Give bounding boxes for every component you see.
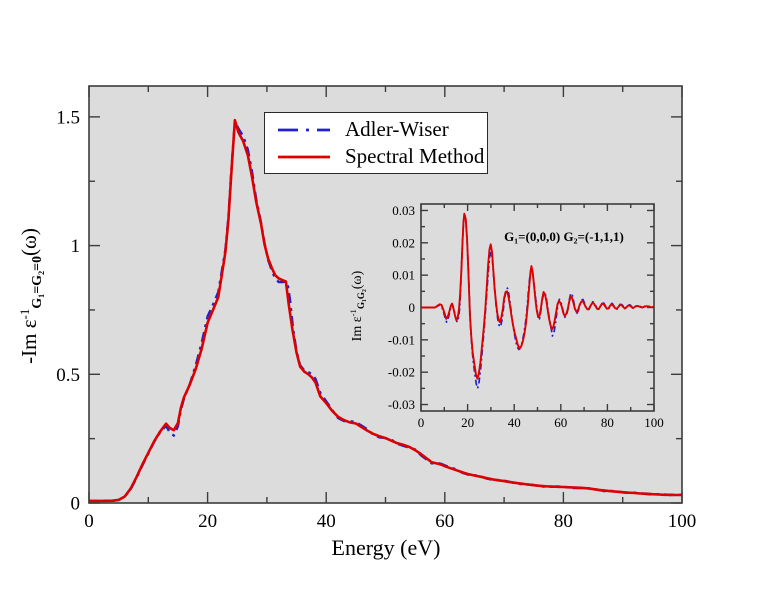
inset-x-tick-label: 0 (418, 415, 425, 430)
inset-frame (420, 203, 655, 412)
main-y-tick-label: 0.5 (56, 365, 80, 386)
main-ylabel-superscript: -1 (17, 308, 32, 320)
inset-y-axis-label: Im ε-1G₁G₂(ω) (348, 271, 366, 342)
main-x-tick-label: 20 (198, 511, 217, 532)
main-y-tick-label: 0 (71, 494, 81, 515)
inset-x-tick-label: 100 (644, 415, 664, 430)
main-tick-labels: 0 20 40 60 80 100 0 0.5 1 1.5 (56, 107, 696, 532)
inset-ylabel-superscript: -1 (348, 309, 359, 317)
inset-ylabel-subscript: G₁G₂ (355, 289, 366, 310)
inset-chart: 0 20 40 60 80 100 -0.03 -0.02 -0.01 0 0.01 0.02 0.03 (388, 203, 664, 430)
inset-y-tick-label: 0.01 (392, 268, 415, 283)
inset-x-tick-label: 40 (508, 415, 521, 430)
inset-ylabel-suffix: (ω) (349, 270, 365, 290)
inset-y-tick-label: 0.02 (392, 235, 415, 250)
inset-x-tick-label: 60 (554, 415, 567, 430)
inset-tick-labels: 0 20 40 60 80 100 -0.03 -0.02 -0.01 0 0.01 0.02 0.03 (388, 203, 664, 430)
main-x-tick-label: 80 (554, 511, 573, 532)
main-x-tick-label: 60 (435, 511, 454, 532)
main-x-tick-label: 100 (668, 511, 697, 532)
solid-line-sample-icon (278, 155, 330, 158)
main-x-tick-label: 40 (317, 511, 336, 532)
inset-series (421, 212, 655, 390)
inset-y-tick-label: 0 (409, 300, 416, 315)
legend-item-adler-wiser: Adler-Wiser (276, 119, 487, 140)
dashed-line-sample-icon (278, 128, 330, 131)
legend-label-spectral-method: Spectral Method (345, 144, 485, 168)
inset-annotation: G₁=(0,0,0) G₂=(-1,1,1) (504, 229, 624, 244)
legend-label-adler-wiser: Adler-Wiser (345, 117, 449, 141)
main-x-tick-label: 0 (84, 511, 94, 532)
inset-y-tick-label: -0.02 (388, 365, 415, 380)
main-curve-spectral-method (89, 118, 682, 503)
main-ylabel-prefix: -Im ε (17, 319, 42, 364)
main-y-tick-label: 1 (71, 236, 81, 257)
main-ylabel-subscript: G₁=G₂=0 (29, 255, 44, 309)
main-ylabel-suffix: (ω) (17, 228, 42, 256)
legend-item-spectral-method: Spectral Method (276, 146, 487, 167)
legend-box: Adler-Wiser Spectral Method (264, 112, 488, 174)
inset-y-tick-label: -0.01 (388, 332, 415, 347)
inset-curve-spectral-method (421, 212, 655, 380)
inset-y-tick-label: -0.03 (388, 397, 415, 412)
main-y-tick-label: 1.5 (56, 107, 80, 128)
inset-y-tick-label: 0.03 (392, 203, 415, 218)
inset-x-tick-label: 80 (601, 415, 614, 430)
main-series (89, 118, 682, 503)
main-x-axis-label: Energy (eV) (331, 535, 441, 560)
inset-ylabel-prefix: Im ε (349, 316, 365, 342)
main-y-axis-label: -Im ε-1G₁=G₂=0(ω) (17, 228, 45, 364)
main-frame (88, 85, 683, 504)
inset-x-tick-label: 20 (461, 415, 474, 430)
